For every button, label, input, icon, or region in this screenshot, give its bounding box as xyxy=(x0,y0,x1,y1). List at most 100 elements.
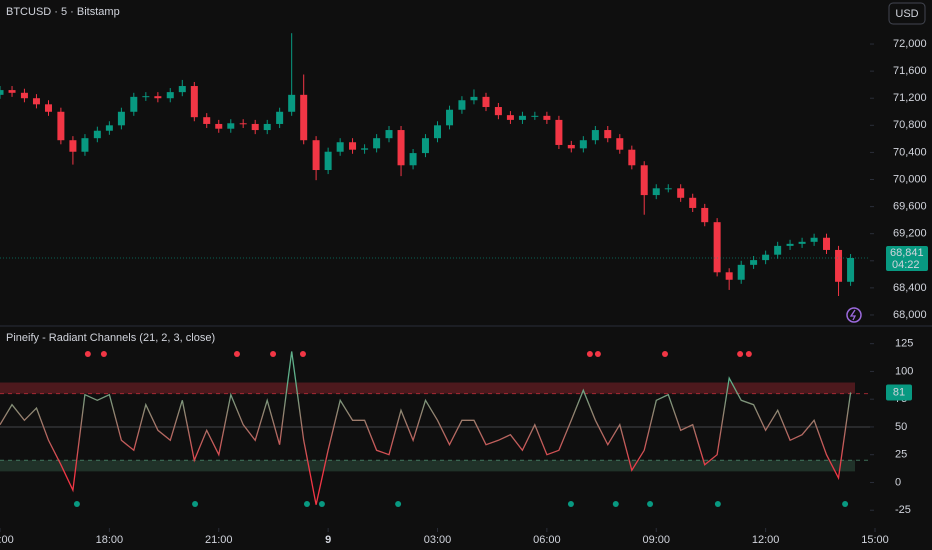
candle-body xyxy=(531,115,539,117)
lower-zone xyxy=(0,460,855,472)
candle-body xyxy=(652,188,660,196)
candle-body xyxy=(105,125,113,131)
buy-signal xyxy=(73,501,80,507)
candle-body xyxy=(300,94,308,141)
y-tick-label: 70,800 xyxy=(893,119,927,131)
sell-signal xyxy=(594,351,601,357)
buy-signal xyxy=(714,501,721,507)
currency-label[interactable]: USD xyxy=(895,8,918,20)
candle-body xyxy=(798,241,806,244)
candle-body xyxy=(251,123,259,131)
candle-body xyxy=(288,94,296,112)
y-tick-label: 125 xyxy=(895,338,913,350)
y-tick-label: 70,400 xyxy=(893,146,927,158)
candle-body xyxy=(385,130,393,139)
y-tick-label: 72,000 xyxy=(893,38,927,50)
candle-body xyxy=(470,96,478,101)
buy-signal xyxy=(303,501,310,507)
candle-body xyxy=(190,86,198,118)
candle-body xyxy=(324,151,332,171)
candle-body xyxy=(44,104,52,112)
candle-body xyxy=(263,123,271,131)
x-tick-label: 15:00 xyxy=(861,534,889,546)
candle-body xyxy=(750,260,758,265)
candle-body xyxy=(8,90,16,93)
y-tick-label: 71,200 xyxy=(893,92,927,104)
candle-body xyxy=(409,153,417,166)
candle-body xyxy=(664,188,672,190)
candle-body xyxy=(434,125,441,139)
sell-signal xyxy=(737,351,744,357)
candle-body xyxy=(203,117,211,124)
candle-body xyxy=(349,142,357,150)
candle-body xyxy=(276,111,284,124)
buy-signal xyxy=(318,501,325,507)
x-tick-label: 09:00 xyxy=(642,534,670,546)
candle-body xyxy=(823,237,831,250)
buy-signal xyxy=(192,501,199,507)
x-tick-label: 12:00 xyxy=(752,534,780,546)
sell-signal xyxy=(299,351,306,357)
candle-body xyxy=(847,258,855,282)
candle-body xyxy=(32,98,40,105)
candle-body xyxy=(616,138,624,150)
candle-body xyxy=(142,96,150,98)
candle-body xyxy=(701,207,709,223)
candle-body xyxy=(0,90,4,95)
candle-body xyxy=(166,92,174,99)
candle-body xyxy=(762,254,770,261)
currency-button[interactable] xyxy=(888,2,926,25)
candle-body xyxy=(506,115,514,120)
candle-body xyxy=(117,111,125,126)
y-tick-label: 50 xyxy=(895,421,907,433)
upper-zone xyxy=(0,382,855,394)
candle-body xyxy=(640,165,648,196)
candle-body xyxy=(20,92,28,99)
last-value-box xyxy=(886,384,912,401)
candle-body xyxy=(604,130,612,139)
symbol-title: BTCUSD · 5 · Bitstamp xyxy=(6,6,120,18)
candle-body xyxy=(591,130,599,141)
sell-signal xyxy=(586,351,593,357)
sell-signal xyxy=(662,351,668,357)
alert-icon[interactable] xyxy=(846,307,862,323)
indicator-title: Pineify - Radiant Channels (21, 2, 3, cl… xyxy=(6,332,215,344)
last-value-label: 81 xyxy=(893,386,905,398)
candle-body xyxy=(494,107,502,116)
candle-body xyxy=(227,123,235,129)
candle-body xyxy=(154,96,162,99)
candle-body xyxy=(215,123,223,129)
candle-body xyxy=(518,115,526,120)
sell-signal xyxy=(745,351,752,357)
buy-signal xyxy=(395,501,402,507)
buy-signal xyxy=(612,501,619,507)
sell-signal xyxy=(270,351,277,357)
y-tick-label: 25 xyxy=(895,449,907,461)
candle-body xyxy=(737,264,745,280)
candle-body xyxy=(713,222,721,273)
candle-body xyxy=(689,197,697,208)
candle-body xyxy=(93,130,101,139)
candle-body xyxy=(786,243,794,246)
sell-signal xyxy=(233,351,240,357)
buy-signal xyxy=(647,501,654,507)
y-tick-label: 69,200 xyxy=(893,228,927,240)
y-tick-label: -25 xyxy=(895,504,911,516)
candle-body xyxy=(774,245,782,255)
sell-signal xyxy=(100,351,107,357)
x-tick-label: 21:00 xyxy=(205,534,233,546)
x-tick-label: 03:00 xyxy=(424,534,452,546)
candle-body xyxy=(567,144,575,149)
candle-body xyxy=(81,138,89,152)
countdown-label: 04:22 xyxy=(892,259,920,271)
y-tick-label: 70,000 xyxy=(893,173,927,185)
x-tick-label: 15:00 xyxy=(0,534,14,546)
candle-body xyxy=(57,111,65,141)
candle-body xyxy=(336,142,344,152)
candle-body xyxy=(178,86,186,93)
candle-body xyxy=(361,148,369,150)
candle-body xyxy=(373,138,381,149)
candle-body xyxy=(458,100,466,110)
